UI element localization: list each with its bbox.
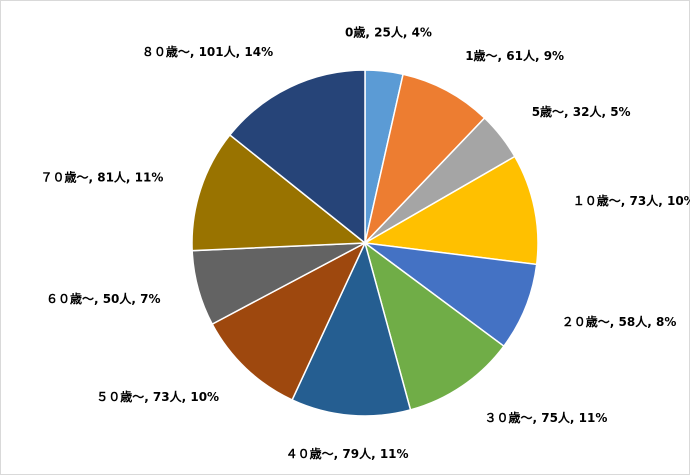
- pie-slices: [191, 69, 539, 417]
- pie-slice-7: [211, 241, 367, 401]
- pie-label-10: ８０歳～, 101人, 14%: [142, 44, 273, 59]
- pie-label-6: ４０歳～, 79人, 11%: [286, 446, 409, 461]
- pie-label-5: ３０歳～, 75人, 11%: [485, 410, 608, 425]
- pie-label-0: 0歳, 25人, 4%: [345, 24, 432, 39]
- pie-slice-10: [228, 69, 366, 245]
- pie-label-7: ５０歳～, 73人, 10%: [96, 389, 219, 404]
- pie-slice-9: [191, 133, 368, 252]
- pie-label-3: １０歳～, 73人, 10%: [573, 193, 690, 208]
- pie-slice-3: [362, 155, 539, 266]
- pie-label-8: ６０歳～, 50人, 7%: [46, 291, 161, 306]
- pie-label-9: ７０歳～, 81人, 11%: [40, 169, 163, 184]
- pie-slice-1: [363, 73, 486, 246]
- pie-label-2: 5歳～, 32人, 5%: [532, 104, 631, 119]
- pie-label-1: 1歳～, 61人, 9%: [465, 48, 564, 63]
- pie-label-4: ２０歳～, 58人, 8%: [562, 314, 677, 329]
- pie-slice-4: [362, 241, 538, 348]
- pie-slice-6: [291, 240, 412, 417]
- pie-labels: 0歳, 25人, 4% 1歳～, 61人, 9% 5歳～, 32人, 5% １０歳～,…: [40, 24, 690, 461]
